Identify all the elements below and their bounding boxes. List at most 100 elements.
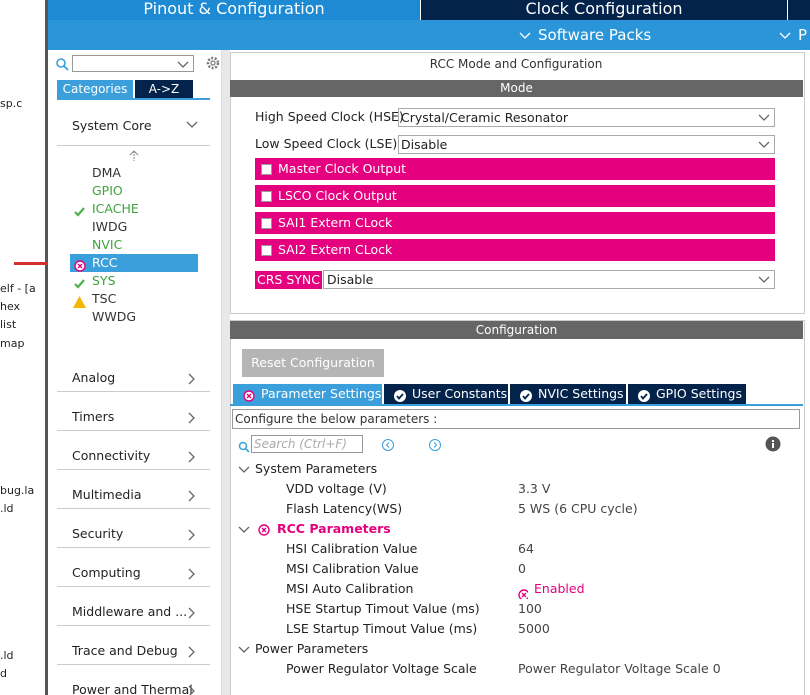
checkbox-label: SAI1 Extern CLock [278,215,393,230]
peripheral-item[interactable]: NVIC [92,237,123,252]
peripheral-item[interactable]: SYS [92,273,116,288]
param-name: LSE Startup Timout Value (ms) [286,621,478,636]
peripheral-item[interactable]: GPIO [92,183,123,198]
pointer-line [14,262,68,265]
tab-label: NVIC Settings [538,386,624,401]
group-name[interactable]: System Parameters [255,461,378,476]
file-name: hex [0,300,21,313]
category[interactable]: Computing [72,565,141,580]
group-name[interactable]: RCC Parameters [277,521,391,536]
software-packs[interactable]: Software Packs [538,26,652,44]
category[interactable]: Multimedia [72,487,142,502]
category[interactable]: Connectivity [72,448,151,463]
tab-categories[interactable]: Categories [57,80,133,98]
separator [57,664,210,665]
config-tab[interactable]: GPIO Settings [628,384,746,404]
scroll-up [128,148,140,167]
chevron [757,110,771,129]
peripheral-item[interactable]: WWDG [92,309,137,324]
select[interactable]: Crystal/Ceramic Resonator [398,108,775,127]
checkbox[interactable] [261,191,272,202]
tab-label: Parameter Settings [261,386,382,401]
peripheral-item[interactable]: RCC [92,255,118,270]
config-tab[interactable]: User Constants [384,384,508,404]
param-value[interactable]: 64 [518,541,534,556]
separator [57,625,210,626]
tab-label: GPIO Settings [656,386,742,401]
param-value[interactable]: Power Regulator Voltage Scale 0 [518,661,721,676]
param-value[interactable]: 5000 [518,621,550,636]
param-value[interactable]: 0 [518,561,526,576]
chevron [185,566,199,585]
tab-icon [638,388,650,408]
reset-button[interactable]: Reset Configuration [242,349,384,377]
section-bar: Configuration [230,321,803,339]
select-label: Low Speed Clock (LSE) [255,136,398,151]
group-name[interactable]: Power Parameters [255,641,369,656]
tab-pinout-label: Pinout & Configuration [143,0,325,18]
checkbox[interactable] [261,164,272,175]
search-box[interactable] [72,55,194,72]
param-value[interactable]: 5 WS (6 CPU cycle) [518,501,638,516]
checkbox[interactable] [261,245,272,256]
select-value: Crystal/Ceramic Resonator [401,110,568,125]
category[interactable]: Power and Thermal [72,682,193,695]
select-label: High Speed Clock (HSE) [255,109,404,124]
selected-row [70,254,198,272]
tab-underline [57,98,210,100]
tab-icon [394,388,406,408]
select[interactable]: Disable [398,135,775,154]
pink-row[interactable] [255,239,775,261]
peripheral-item[interactable]: IWDG [92,219,128,234]
file-name: bug.la [0,484,35,497]
select-value: Disable [401,137,448,152]
peripheral-item[interactable]: TSC [92,291,117,306]
pink-row[interactable] [255,212,775,234]
separator [57,547,210,548]
chevron [185,117,199,136]
category[interactable]: Timers [72,409,115,424]
config-tab[interactable]: NVIC Settings [510,384,626,404]
chevron [237,642,251,661]
chevron [237,462,251,481]
peripheral-item[interactable]: DMA [92,165,121,180]
category[interactable]: Security [72,526,124,541]
file-name: .ld [0,649,14,662]
checkbox-label: LSCO Clock Output [278,188,397,203]
chevron [185,488,199,507]
param-value[interactable]: Enabled [534,581,585,596]
category[interactable]: Trace and Debug [72,643,178,658]
param-name: MSI Auto Calibration [286,581,414,596]
param-name: Power Regulator Voltage Scale [286,661,477,676]
divider [45,0,48,695]
category[interactable]: Analog [72,370,116,385]
select[interactable]: Disable [323,270,775,289]
separator [57,391,210,392]
checkbox[interactable] [261,218,272,229]
chevron [757,272,771,291]
status-ok [73,275,86,294]
chevron [185,605,199,624]
status-ok [73,203,86,222]
tab-pinout[interactable]: Pinout & Configuration [48,0,420,20]
status-warning [73,293,86,312]
pink-row[interactable] [255,185,775,207]
tab-az[interactable]: A->Z [135,80,193,98]
category-header[interactable]: System Core [72,118,152,133]
param-value[interactable]: 100 [518,601,542,616]
chevron [757,137,771,156]
panel-gap [222,50,230,695]
info-icon [765,436,781,456]
category[interactable]: Middleware and ... [72,604,188,619]
pink-row[interactable] [255,158,775,180]
tab-clock[interactable]: Clock Configuration [420,0,788,20]
group-icon [258,521,270,540]
file-name: map [0,337,25,350]
config-tab[interactable]: Parameter Settings [233,384,382,404]
file-name: elf - [a [0,282,36,295]
search-field[interactable]: Search (Ctrl+F) [251,435,363,453]
param-value[interactable]: 3.3 V [518,481,551,496]
peripheral-item[interactable]: ICACHE [92,201,139,216]
separator [57,469,210,470]
